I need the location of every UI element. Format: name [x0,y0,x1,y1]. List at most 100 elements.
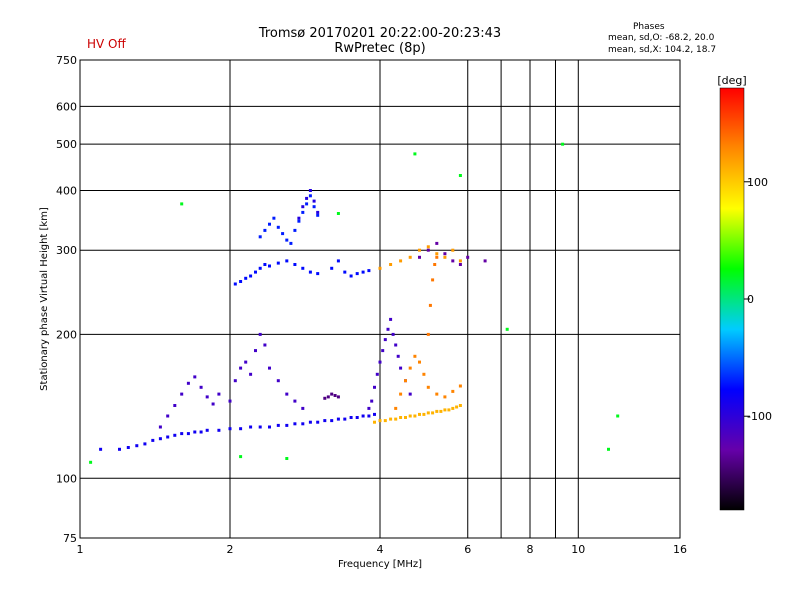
data-point [443,395,447,399]
data-point [458,174,462,177]
data-point [426,332,430,336]
data-point [244,360,248,364]
data-point [151,438,155,442]
data-point [336,259,340,263]
data-point [180,392,184,396]
data-point [431,411,435,415]
data-point [378,419,382,423]
data-point [158,437,162,441]
data-point [244,276,248,280]
data-point [323,419,327,423]
data-point [561,142,565,146]
data-point [375,372,379,376]
data-point [483,259,487,263]
data-point [301,210,305,214]
x-tick-label: 16 [673,543,687,556]
data-point [118,447,121,451]
data-point [258,235,262,239]
x-tick-label: 10 [571,543,585,556]
data-point [268,264,271,268]
data-point [355,272,359,276]
data-point [308,420,312,424]
data-point [443,252,447,256]
data-point [408,366,412,370]
data-point [355,416,359,419]
data-point [333,394,337,397]
phases-title: Phases [633,22,665,32]
data-point [308,270,312,274]
data-point [451,259,455,263]
data-point [254,270,257,274]
y-tick-label: 400 [56,184,77,197]
data-point [443,255,447,259]
x-tick-label: 4 [377,543,384,556]
data-point [135,444,139,448]
data-point [285,259,289,263]
data-point [249,425,253,429]
data-point [373,385,376,389]
data-point [404,379,407,383]
data-point [433,263,437,266]
data-point [458,259,462,263]
data-point [301,266,305,270]
data-point [330,266,334,270]
data-point [173,433,177,437]
y-axis-ticks: 75 100 200 300 400 500 600 750 [56,54,77,545]
data-point [378,266,382,270]
data-point [343,417,347,421]
data-point [361,270,365,274]
data-point [413,414,417,418]
data-point [239,455,243,459]
data-point [263,228,267,232]
y-tick-label: 200 [56,328,77,341]
data-point [396,354,400,358]
data-point [373,412,376,416]
phase-colorbar: [deg] 100 0 -100 [717,74,772,511]
data-point [394,417,398,421]
colorbar-gradient [719,87,745,511]
data-point [408,414,412,418]
data-point [349,416,353,419]
phases-x-mode-stats: mean, sd,X: 104.2, 18.7 [608,45,717,55]
data-point [239,427,243,431]
data-point [399,366,403,370]
data-point [389,317,393,321]
data-point [418,248,421,252]
data-point [404,416,407,419]
data-point [458,404,462,407]
data-point [413,152,417,156]
data-point [455,405,459,409]
data-point [99,447,103,451]
y-tick-label: 500 [56,138,77,151]
data-point [326,395,330,399]
data-point [505,327,509,331]
data-point [373,420,376,424]
data-point [301,406,305,410]
data-point [389,263,393,266]
data-point [316,420,320,424]
data-point [336,395,340,399]
data-point [263,343,267,347]
data-point [301,205,305,209]
data-point [391,332,395,336]
data-point [305,202,309,206]
data-point [426,248,430,252]
data-point [126,446,130,449]
chart-subtitle: RwPretec (8p) [334,41,426,56]
colorbar-tick-label: 0 [747,293,754,306]
data-point [451,248,455,252]
data-point [399,259,403,263]
data-point [383,419,387,423]
data-point [186,381,190,385]
data-point [616,414,620,418]
data-point [458,263,462,266]
data-point [180,432,184,436]
data-point [431,278,435,282]
data-point [205,395,209,399]
data-point [422,372,426,376]
data-point [276,423,280,427]
data-point [186,432,190,436]
data-point [607,447,610,451]
data-point [285,457,289,460]
